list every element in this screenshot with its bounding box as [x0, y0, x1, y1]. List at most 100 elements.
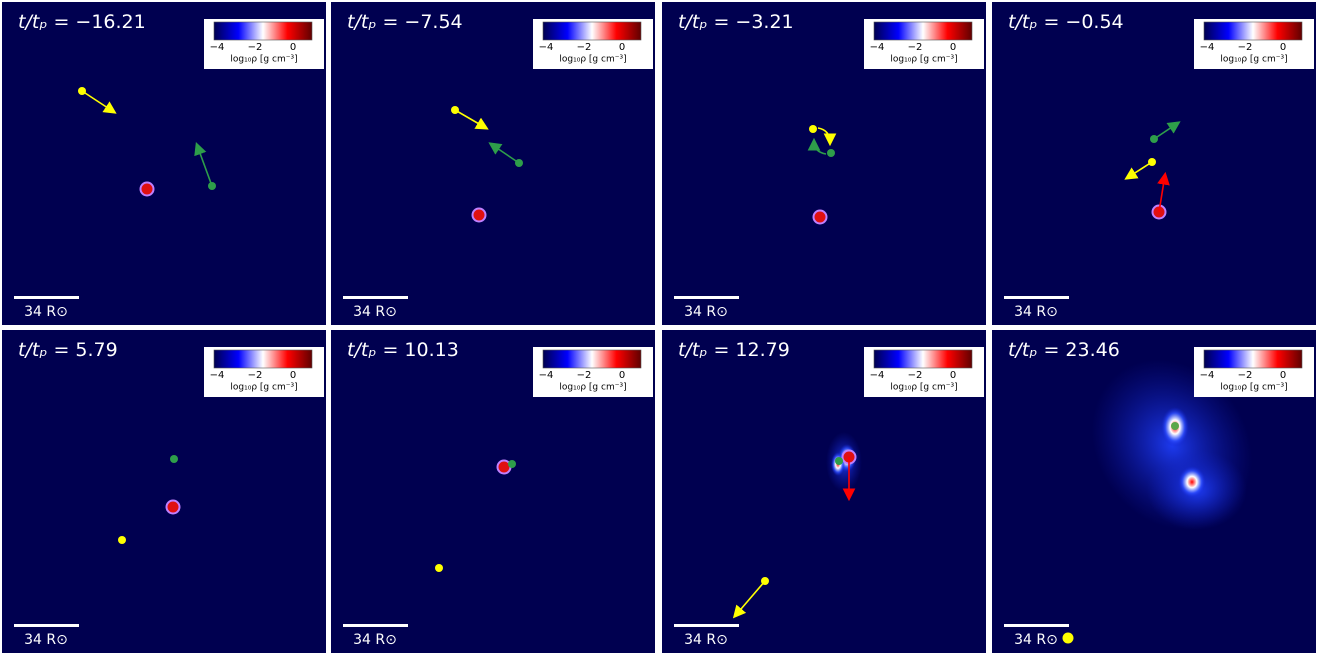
colorbar-tick-label: −2	[248, 370, 263, 381]
time-value: −3.21	[735, 11, 793, 33]
colorbar-label: log₁₀ρ [g cm⁻³]	[1220, 55, 1287, 65]
colorbar	[213, 349, 313, 369]
colorbar-label: log₁₀ρ [g cm⁻³]	[230, 383, 297, 393]
colorbar-tick-label: −2	[1238, 370, 1253, 381]
colorbar-tick-label: 0	[290, 370, 296, 381]
companion	[1171, 422, 1179, 430]
scale-bar-label: 34 R⊙	[24, 304, 68, 320]
time-variable: t/tₚ =	[678, 11, 729, 33]
velocity-arrow	[817, 127, 837, 147]
yellow-body	[809, 125, 817, 133]
time-variable: t/tₚ =	[678, 339, 729, 361]
velocity-arrow	[194, 141, 213, 187]
scale-bar-label: 34 R⊙	[684, 632, 728, 648]
scale-bar	[674, 296, 739, 299]
scale-bar	[1004, 296, 1069, 299]
scale-bar	[674, 624, 739, 627]
velocity-arrow	[1153, 121, 1181, 140]
star	[473, 209, 485, 221]
colorbar-tick-label: 0	[1280, 42, 1286, 53]
colorbar-label: log₁₀ρ [g cm⁻³]	[559, 383, 626, 393]
colorbar-tick-label: −2	[248, 42, 263, 53]
colorbar-label: log₁₀ρ [g cm⁻³]	[230, 55, 297, 65]
scale-bar	[343, 296, 408, 299]
time-label: t/tₚ = 23.46	[1008, 339, 1120, 361]
colorbar-label: log₁₀ρ [g cm⁻³]	[1220, 383, 1287, 393]
time-label: t/tₚ = −16.21	[18, 11, 146, 33]
scale-bar	[343, 624, 408, 627]
panel: t/tₚ = −7.54 −4 −2 0 log₁₀ρ [g cm⁻³] 34 R⊙	[331, 2, 655, 325]
time-value: 10.13	[404, 339, 458, 361]
colorbar-tick-label: −2	[1238, 42, 1253, 53]
star	[141, 183, 153, 195]
time-label: t/tₚ = 5.79	[18, 339, 118, 361]
green-body	[827, 149, 835, 157]
colorbar-tick-label: −2	[577, 42, 592, 53]
time-label: t/tₚ = −3.21	[678, 11, 794, 33]
time-value: −0.54	[1065, 11, 1123, 33]
time-variable: t/tₚ =	[18, 11, 69, 33]
star	[167, 501, 179, 513]
colorbar-tick-label: 0	[950, 42, 956, 53]
colorbar	[873, 349, 973, 369]
colorbar-tick-label: −4	[539, 42, 554, 53]
panel: t/tₚ = 10.13 −4 −2 0 log₁₀ρ [g cm⁻³] 34 R⊙	[331, 330, 655, 653]
velocity-arrow	[488, 142, 520, 164]
colorbar-tick-label: 0	[619, 42, 625, 53]
colorbar-label: log₁₀ρ [g cm⁻³]	[890, 383, 957, 393]
colorbar-tick-label: −4	[210, 42, 225, 53]
time-variable: t/tₚ =	[1008, 11, 1059, 33]
colorbar	[542, 349, 642, 369]
scale-bar	[14, 624, 79, 627]
velocity-arrow	[81, 90, 117, 114]
time-value: 23.46	[1065, 339, 1119, 361]
yellow-body	[1062, 632, 1074, 644]
colorbar-label: log₁₀ρ [g cm⁻³]	[890, 55, 957, 65]
colorbar	[1203, 349, 1303, 369]
scale-bar-label: 34 R⊙	[24, 632, 68, 648]
time-variable: t/tₚ =	[347, 339, 398, 361]
colorbar-tick-label: −4	[1200, 370, 1215, 381]
time-label: t/tₚ = −0.54	[1008, 11, 1124, 33]
density-core	[1178, 466, 1206, 498]
colorbar-tick-label: −4	[870, 370, 885, 381]
green-body	[508, 460, 516, 468]
colorbar-tick-label: 0	[290, 42, 296, 53]
star	[498, 461, 510, 473]
panel: t/tₚ = 5.79 −4 −2 0 log₁₀ρ [g cm⁻³] 34 R⊙	[2, 330, 326, 653]
velocity-arrow	[454, 109, 489, 130]
time-value: −7.54	[404, 11, 462, 33]
green-body	[835, 457, 843, 465]
panel: t/tₚ = −3.21 −4 −2 0 log₁₀ρ [g cm⁻³] 34 R⊙	[662, 2, 986, 325]
colorbar-tick-label: 0	[1280, 370, 1286, 381]
time-variable: t/tₚ =	[347, 11, 398, 33]
colorbar-tick-label: 0	[950, 370, 956, 381]
velocity-arrow	[1124, 161, 1153, 180]
colorbar	[1203, 21, 1303, 41]
time-variable: t/tₚ =	[1008, 339, 1059, 361]
colorbar	[873, 21, 973, 41]
scale-bar-label: 34 R⊙	[1014, 632, 1058, 648]
scale-bar-label: 34 R⊙	[684, 304, 728, 320]
time-value: −16.21	[75, 11, 145, 33]
colorbar-tick-label: −4	[539, 370, 554, 381]
time-label: t/tₚ = 12.79	[678, 339, 790, 361]
time-label: t/tₚ = −7.54	[347, 11, 463, 33]
green-body	[170, 455, 178, 463]
scale-bar	[1004, 624, 1069, 627]
colorbar-label: log₁₀ρ [g cm⁻³]	[559, 55, 626, 65]
time-label: t/tₚ = 10.13	[347, 339, 459, 361]
colorbar-tick-label: −4	[870, 42, 885, 53]
panel: t/tₚ = 12.79 −4 −2 0 log₁₀ρ [g cm⁻³] 34 R⊙	[662, 330, 986, 653]
time-value: 5.79	[75, 339, 117, 361]
velocity-arrow	[1157, 171, 1170, 213]
colorbar-tick-label: −2	[908, 42, 923, 53]
scale-bar-label: 34 R⊙	[353, 304, 397, 320]
colorbar	[213, 21, 313, 41]
yellow-body	[118, 536, 126, 544]
panel: t/tₚ = 23.46 −4 −2 0 log₁₀ρ [g cm⁻³] 34 R⊙	[992, 330, 1316, 653]
velocity-arrow	[807, 137, 827, 155]
colorbar-tick-label: −2	[908, 370, 923, 381]
colorbar-tick-label: −2	[577, 370, 592, 381]
